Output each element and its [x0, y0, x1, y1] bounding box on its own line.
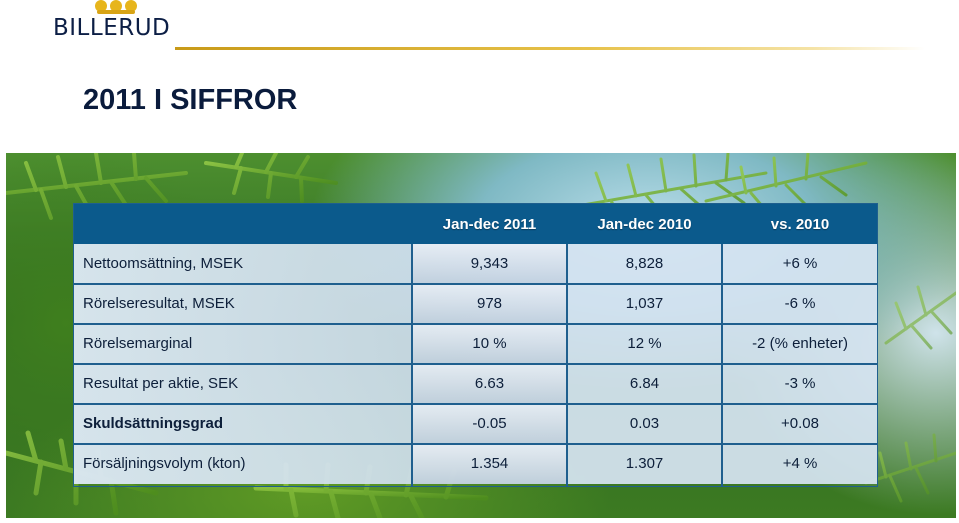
table-row: Rörelsemarginal 10 % 12 % -2 (% enheter)	[74, 324, 877, 364]
value-2010: 1.307	[568, 444, 721, 484]
value-change: +6 %	[723, 244, 877, 284]
row-label: Skuldsättningsgrad	[74, 404, 411, 444]
row-label: Rörelseresultat, MSEK	[74, 284, 411, 324]
value-change: +4 %	[723, 444, 877, 484]
value-2011: 9,343	[413, 244, 566, 284]
value-change: +0.08	[723, 404, 877, 444]
table-row: Nettoomsättning, MSEK 9,343 8,828 +6 %	[74, 244, 877, 284]
value-2011: 6.63	[413, 364, 566, 404]
row-divider	[74, 323, 877, 325]
row-label: Nettoomsättning, MSEK	[74, 244, 411, 284]
row-divider	[74, 283, 877, 285]
table-row: Försäljningsvolym (kton) 1.354 1.307 +4 …	[74, 444, 877, 484]
billerud-logo: BILLERUD	[53, 0, 178, 42]
table-row: Rörelseresultat, MSEK 978 1,037 -6 %	[74, 284, 877, 324]
row-divider	[74, 363, 877, 365]
logo-wordmark: BILLERUD	[53, 15, 171, 41]
value-2010: 8,828	[568, 244, 721, 284]
row-label: Rörelsemarginal	[74, 324, 411, 364]
header-jan-dec-2011: Jan-dec 2011	[442, 216, 537, 233]
column-divider	[721, 244, 723, 486]
value-2011: -0.05	[413, 404, 566, 444]
header-divider	[175, 47, 925, 50]
value-2010: 1,037	[568, 284, 721, 324]
value-change: -2 (% enheter)	[723, 324, 877, 364]
crown-icon	[95, 0, 137, 14]
value-change: -6 %	[723, 284, 877, 324]
value-2010: 0.03	[568, 404, 721, 444]
table-row: Resultat per aktie, SEK 6.63 6.84 -3 %	[74, 364, 877, 404]
row-divider	[74, 403, 877, 405]
value-2011: 10 %	[413, 324, 566, 364]
financial-summary-table: Jan-dec 2011 Jan-dec 2010 vs. 2010 Netto…	[73, 203, 878, 487]
row-divider	[74, 443, 877, 445]
column-divider	[566, 244, 568, 486]
slide-title: 2011 I SIFFROR	[83, 84, 298, 116]
row-label: Resultat per aktie, SEK	[74, 364, 411, 404]
header-vs-2010: vs. 2010	[770, 216, 830, 233]
value-2010: 12 %	[568, 324, 721, 364]
table-header-row: Jan-dec 2011 Jan-dec 2010 vs. 2010	[74, 204, 877, 244]
value-change: -3 %	[723, 364, 877, 404]
value-2011: 978	[413, 284, 566, 324]
row-label: Försäljningsvolym (kton)	[74, 444, 411, 484]
value-2011: 1.354	[413, 444, 566, 484]
table-row: Skuldsättningsgrad -0.05 0.03 +0.08	[74, 404, 877, 444]
header-jan-dec-2010: Jan-dec 2010	[597, 216, 692, 233]
value-2010: 6.84	[568, 364, 721, 404]
column-divider	[411, 244, 413, 486]
